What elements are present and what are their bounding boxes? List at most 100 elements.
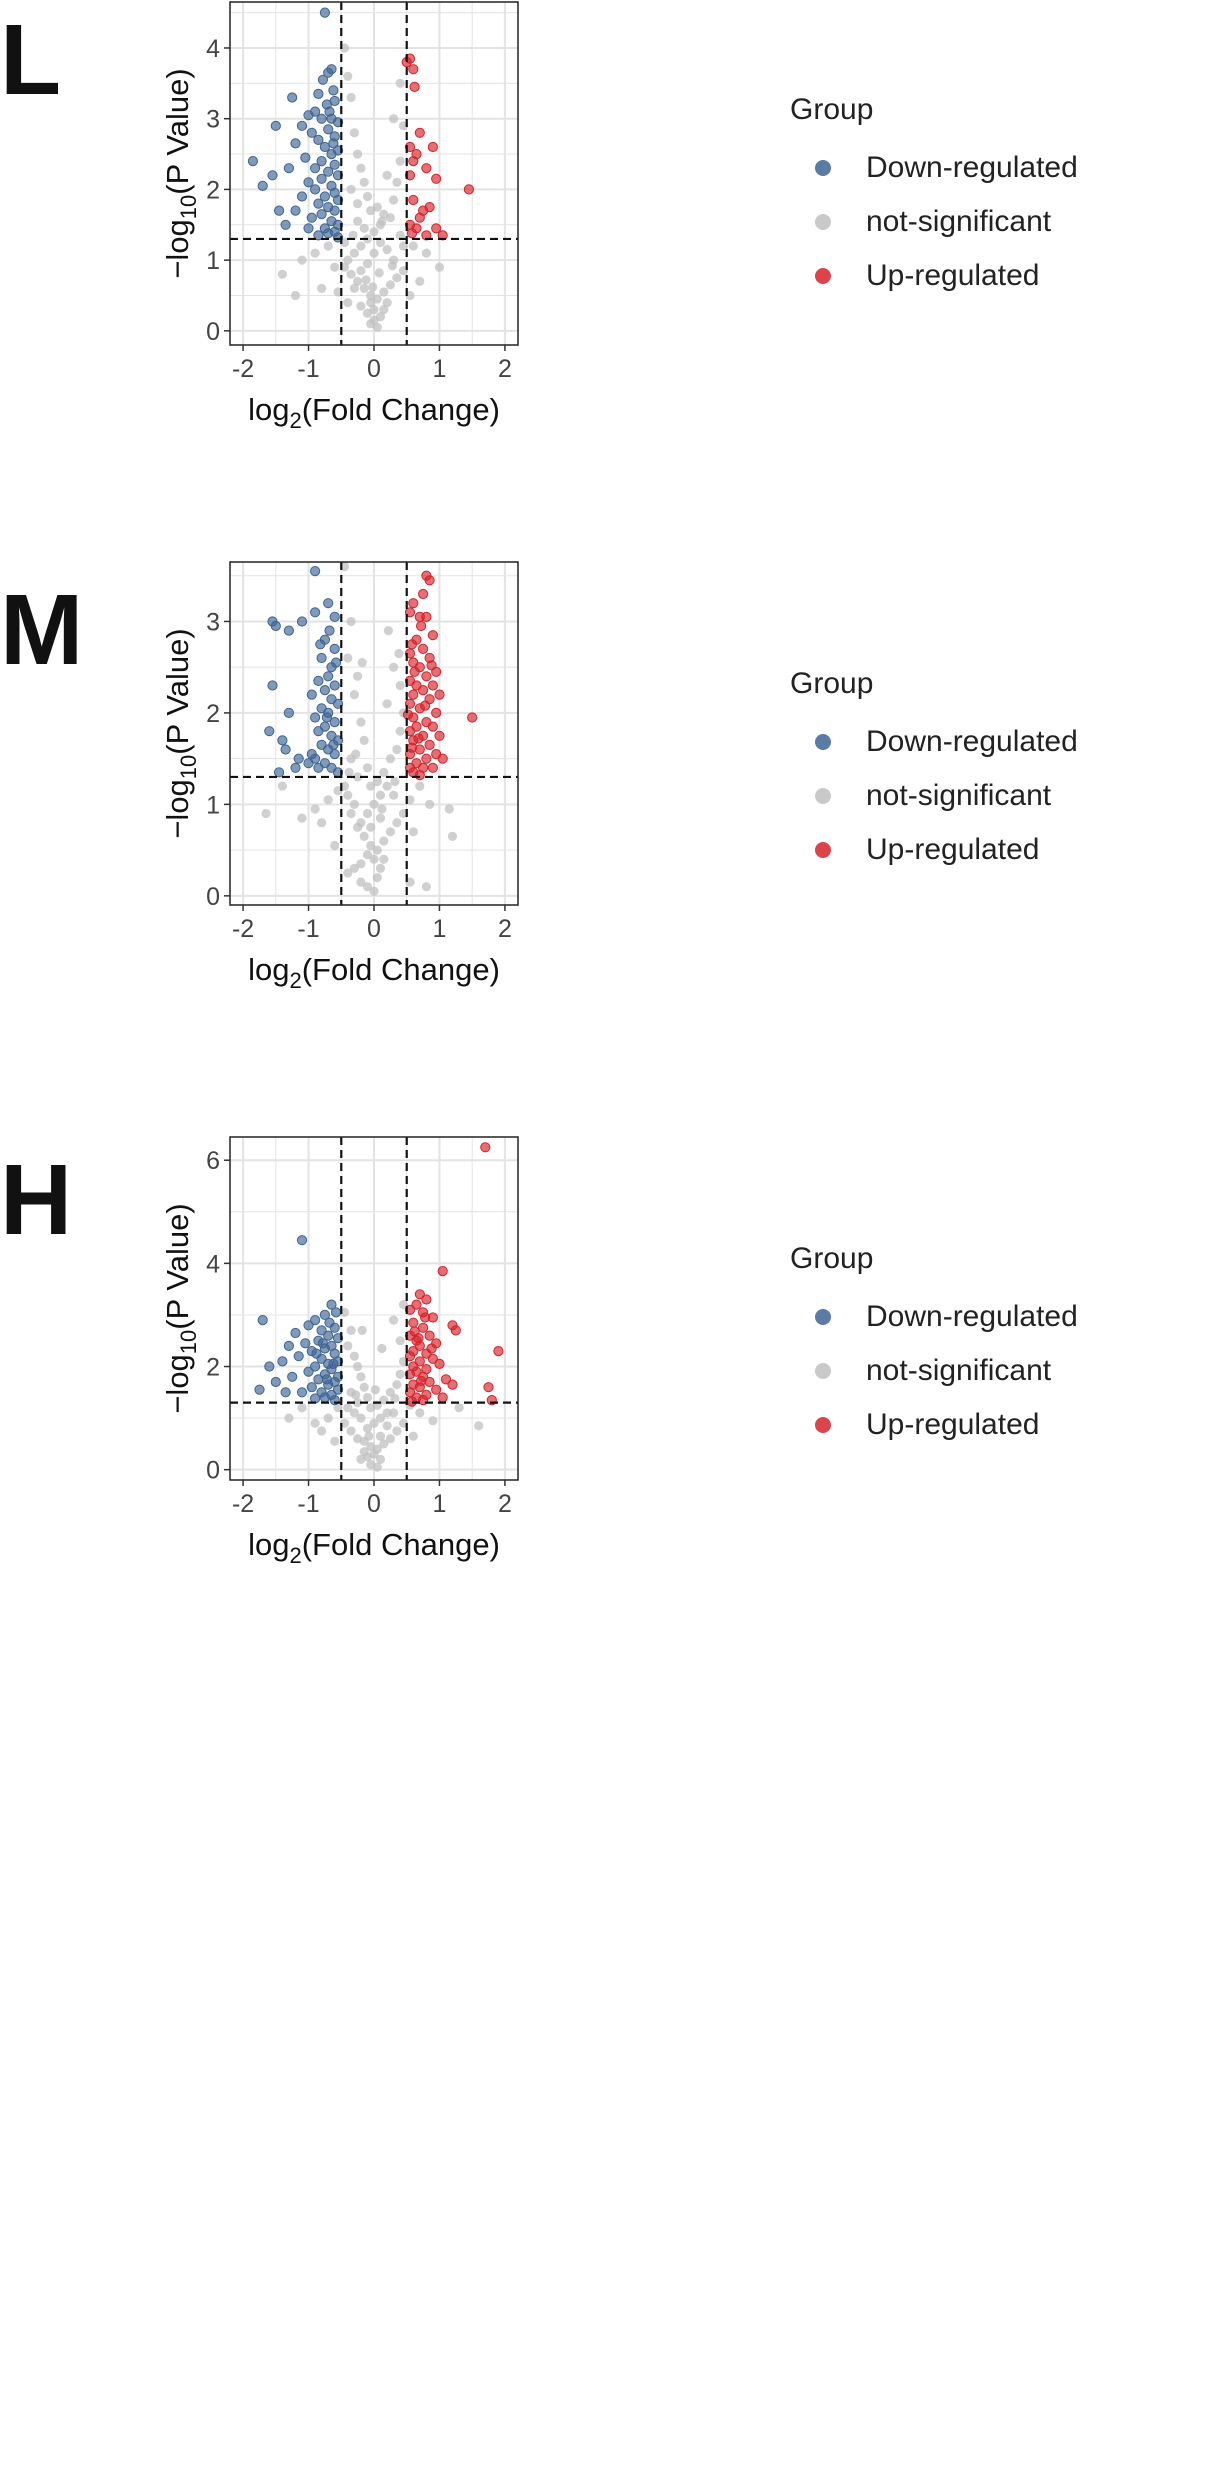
point-up — [421, 1294, 432, 1305]
point-ns — [382, 781, 392, 791]
point-up — [411, 1299, 422, 1310]
point-ns — [317, 283, 327, 293]
point-down — [316, 113, 327, 124]
point-ns — [370, 1385, 380, 1395]
point-down — [323, 671, 334, 682]
point-down — [290, 138, 301, 149]
point-up — [421, 753, 432, 764]
legend-key-ns — [815, 788, 831, 804]
point-ns — [357, 1325, 367, 1335]
point-up — [440, 1374, 452, 1385]
point-ns — [359, 1382, 369, 1392]
point-down — [274, 205, 285, 216]
point-ns — [353, 1398, 363, 1408]
point-ns — [374, 268, 384, 278]
point-ns — [343, 868, 353, 878]
y-tick-label: 2 — [206, 176, 220, 204]
point-down — [254, 1384, 265, 1395]
point-ns — [377, 1343, 387, 1354]
point-ns — [375, 790, 386, 800]
point-down — [319, 7, 330, 18]
point-ns — [377, 216, 387, 226]
point-ns — [356, 301, 366, 311]
point-ns — [297, 1403, 307, 1413]
point-down — [287, 1371, 298, 1382]
point-up — [406, 742, 418, 753]
point-up — [406, 228, 418, 239]
point-ns — [356, 1454, 366, 1464]
point-down — [313, 230, 324, 241]
point-down — [310, 184, 321, 195]
y-tick-label: 2 — [206, 700, 220, 728]
point-down — [323, 228, 334, 239]
point-ns — [346, 1426, 356, 1436]
point-ns — [369, 305, 379, 315]
point-ns — [364, 1431, 374, 1441]
point-ns — [357, 658, 367, 668]
point-down — [277, 1356, 288, 1367]
legend-item-up: Up-regulated — [790, 1398, 1078, 1452]
point-down — [311, 1348, 322, 1359]
legend-label-down: Down-regulated — [866, 725, 1078, 758]
point-ns — [310, 248, 320, 258]
point-down — [303, 223, 314, 234]
point-down — [328, 138, 339, 149]
point-up — [418, 1322, 429, 1333]
x-tick-label: 0 — [367, 915, 381, 943]
point-up — [413, 733, 424, 744]
y-tick-label: 3 — [206, 106, 220, 134]
point-ns — [362, 259, 373, 269]
point-ns — [356, 241, 366, 251]
point-up — [427, 680, 438, 691]
point-down — [274, 767, 285, 778]
point-down — [280, 219, 291, 230]
point-down — [321, 1374, 332, 1385]
point-down — [290, 1327, 301, 1339]
point-ns — [395, 1369, 405, 1379]
y-tick-label: 1 — [206, 791, 220, 819]
point-ns — [330, 840, 340, 851]
point-ns — [392, 273, 402, 283]
point-ns — [348, 230, 358, 240]
point-ns — [395, 78, 405, 88]
point-ns — [385, 280, 395, 290]
point-ns — [434, 262, 445, 272]
point-down — [313, 675, 324, 687]
point-ns — [421, 882, 431, 892]
point-down — [280, 1387, 291, 1398]
point-up — [493, 1346, 504, 1357]
point-ns — [379, 767, 389, 777]
point-down — [310, 566, 321, 577]
point-ns — [330, 1436, 340, 1446]
point-down — [316, 652, 327, 664]
point-ns — [390, 1393, 400, 1404]
point-ns — [377, 804, 387, 814]
point-down — [316, 156, 327, 167]
point-up — [409, 666, 420, 677]
point-up — [437, 1266, 448, 1277]
point-up — [427, 630, 438, 641]
point-up — [409, 1326, 420, 1337]
point-down — [290, 205, 301, 216]
point-down — [280, 744, 291, 755]
point-ns — [343, 298, 353, 308]
point-up — [483, 1382, 494, 1393]
point-ns — [375, 1431, 386, 1441]
point-ns — [366, 319, 376, 329]
legend-key-up — [815, 842, 831, 858]
point-up — [408, 598, 419, 609]
point-down — [283, 707, 294, 718]
point-ns — [310, 1418, 320, 1428]
point-down — [317, 1338, 328, 1349]
point-ns — [353, 671, 363, 681]
point-ns — [366, 840, 376, 851]
legend-title: Group — [790, 667, 874, 700]
point-ns — [392, 818, 402, 828]
legend-label-down: Down-regulated — [866, 151, 1078, 184]
point-down — [323, 166, 334, 177]
y-tick-label: 0 — [206, 1457, 220, 1485]
y-tick-label: 4 — [206, 1250, 220, 1278]
y-tick-label: 4 — [206, 35, 220, 63]
point-down — [324, 106, 335, 117]
point-down — [328, 739, 339, 750]
